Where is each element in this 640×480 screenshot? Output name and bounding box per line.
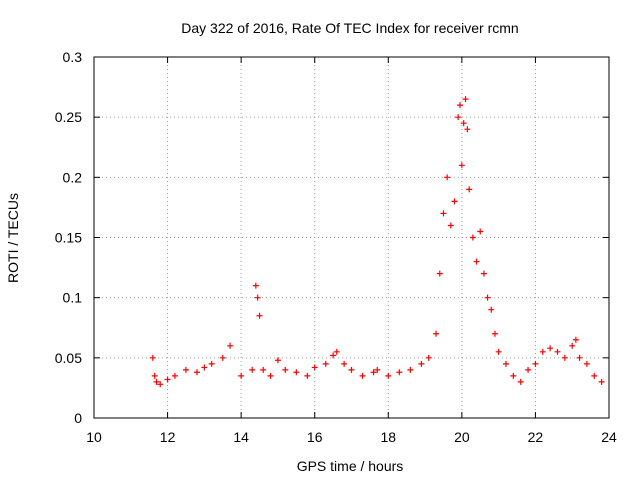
data-point (572, 336, 579, 343)
x-tick-label: 20 (454, 429, 470, 445)
x-tick-label: 14 (233, 429, 249, 445)
data-point (348, 366, 355, 373)
data-point (539, 348, 546, 355)
y-tick-label: 0.1 (63, 290, 83, 306)
data-point (457, 102, 464, 109)
y-tick-label: 0.3 (63, 49, 83, 65)
data-point (238, 372, 245, 379)
grid (94, 57, 609, 418)
axis-ticks: 10 12 14 16 18 20 22 24 0 0.05 0.1 0.15 0.2 0.25 0.3 (55, 49, 617, 445)
data-point (396, 369, 403, 376)
data-point (227, 342, 234, 349)
data-point (480, 270, 487, 277)
data-point (460, 120, 467, 127)
data-point (260, 366, 267, 373)
data-point (488, 306, 495, 313)
y-tick-label: 0.2 (63, 169, 83, 185)
y-axis-label: ROTI / TECUs (5, 193, 21, 283)
data-point (469, 234, 476, 241)
data-point (157, 381, 164, 388)
data-point (333, 348, 340, 355)
x-tick-label: 10 (86, 429, 102, 445)
data-point (311, 364, 318, 371)
data-point (525, 366, 532, 373)
data-point (440, 210, 447, 217)
x-tick-label: 18 (380, 429, 396, 445)
data-point (282, 366, 289, 373)
data-point (249, 366, 256, 373)
data-point (598, 378, 605, 385)
data-point (425, 354, 432, 361)
data-point (473, 258, 480, 265)
data-point (455, 114, 462, 121)
data-point (385, 372, 392, 379)
data-point (444, 174, 451, 181)
data-point (370, 369, 377, 376)
y-tick-label: 0.25 (55, 109, 82, 125)
data-point (151, 372, 158, 379)
data-points (149, 96, 605, 388)
data-point (532, 360, 539, 367)
y-tick-label: 0 (74, 410, 82, 426)
data-point (466, 186, 473, 193)
data-point (495, 348, 502, 355)
data-point (464, 126, 471, 133)
x-tick-label: 12 (160, 429, 176, 445)
data-point (591, 372, 598, 379)
data-point (341, 360, 348, 367)
data-point (576, 354, 583, 361)
data-point (583, 360, 590, 367)
data-point (359, 372, 366, 379)
data-point (407, 366, 414, 373)
data-point (547, 345, 554, 352)
data-point (451, 198, 458, 205)
data-point (274, 357, 281, 364)
data-point (201, 364, 208, 371)
x-axis-label: GPS time / hours (297, 458, 404, 474)
data-point (561, 354, 568, 361)
data-point (153, 378, 160, 385)
y-tick-label: 0.05 (55, 350, 82, 366)
data-point (164, 376, 171, 383)
plot-frame (93, 56, 610, 419)
x-tick-label: 22 (528, 429, 544, 445)
x-tick-label: 24 (601, 429, 617, 445)
data-point (254, 294, 261, 301)
data-point (491, 330, 498, 337)
data-point (503, 360, 509, 367)
data-point (149, 354, 156, 361)
data-point (171, 372, 178, 379)
data-point (484, 294, 491, 301)
data-point (569, 342, 576, 349)
data-point (374, 366, 381, 373)
data-point (256, 312, 263, 319)
data-point (447, 222, 454, 229)
data-point (477, 228, 484, 235)
data-point (418, 360, 425, 367)
data-point (554, 348, 561, 355)
data-point (267, 372, 274, 379)
data-point (462, 96, 469, 103)
data-point (194, 369, 200, 376)
data-point (208, 360, 215, 367)
data-point (293, 369, 300, 376)
data-point (252, 282, 259, 289)
y-tick-label: 0.15 (55, 230, 82, 246)
data-point (322, 360, 329, 367)
data-point (433, 330, 440, 337)
chart-title: Day 322 of 2016, Rate Of TEC Index for r… (181, 20, 518, 36)
x-tick-label: 16 (307, 429, 323, 445)
data-point (304, 372, 311, 379)
data-point (330, 352, 337, 359)
data-point (510, 372, 517, 379)
data-point (219, 354, 226, 361)
data-point (182, 366, 189, 373)
data-point (517, 378, 524, 385)
data-point (436, 270, 443, 277)
data-point (458, 162, 465, 169)
